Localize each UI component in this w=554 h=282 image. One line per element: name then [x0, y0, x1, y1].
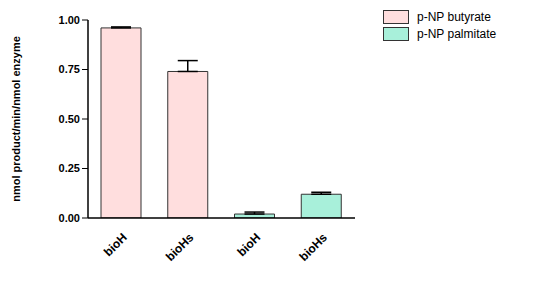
svg-text:1.00: 1.00 [59, 14, 80, 26]
svg-text:bioHs: bioHs [296, 230, 330, 264]
svg-text:0.25: 0.25 [59, 162, 80, 174]
svg-text:0.00: 0.00 [59, 212, 80, 224]
html-text:p-NP butyrate: p-NP butyrate [417, 10, 491, 24]
svg-text:bioH: bioH [101, 230, 130, 259]
html-text:p-NP palmitate: p-NP palmitate [417, 27, 497, 41]
svg-text:bioHs: bioHs [163, 230, 197, 264]
svg-text:0.75: 0.75 [59, 63, 80, 75]
svg-text:nmol product/min/nmol enzyme: nmol product/min/nmol enzyme [10, 36, 22, 202]
svg-text:0.50: 0.50 [59, 113, 80, 125]
svg-text:bioH: bioH [234, 230, 263, 259]
